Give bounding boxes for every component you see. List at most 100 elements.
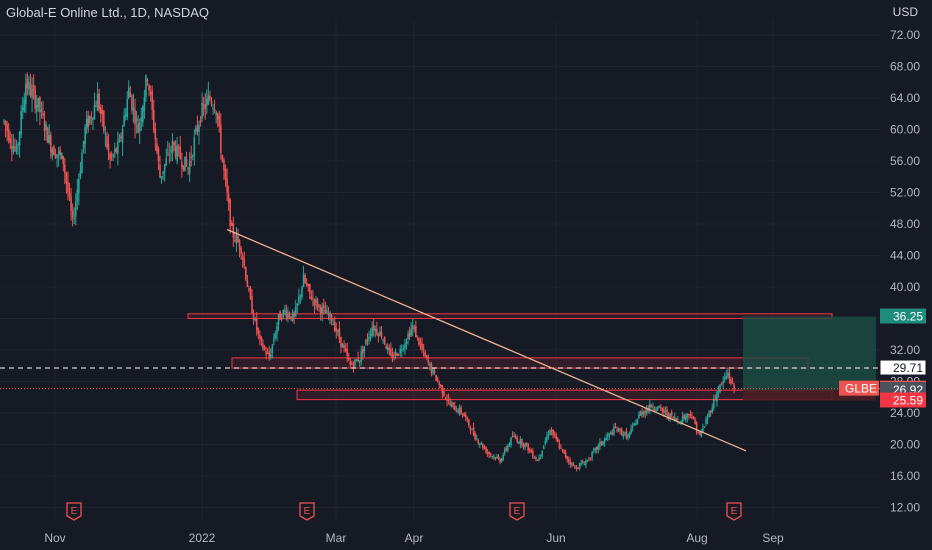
candle-body <box>602 441 604 446</box>
candle-body <box>199 120 202 123</box>
candle-body <box>316 299 319 308</box>
candle-body <box>132 106 135 111</box>
candle-body <box>583 464 586 466</box>
candle-body <box>416 335 419 337</box>
candle-body <box>588 458 590 460</box>
candle-body <box>596 446 598 450</box>
candle-body <box>658 405 660 407</box>
candle-body <box>641 411 643 415</box>
y-tick-label: 20.00 <box>890 438 920 452</box>
candle-body <box>363 346 366 351</box>
candle-body <box>611 432 614 435</box>
candle-body <box>546 436 548 441</box>
candle-body <box>149 92 152 95</box>
candle-body <box>79 170 82 178</box>
candle-body <box>723 377 726 380</box>
candle-body <box>519 439 522 444</box>
candle-body <box>508 443 511 446</box>
candle-body <box>51 149 54 157</box>
candle-body <box>145 75 147 97</box>
candle-body <box>87 115 90 128</box>
candle-body <box>408 332 411 337</box>
x-tick-label: 2022 <box>189 531 216 545</box>
price-label-line: 29.71 <box>879 359 927 376</box>
candle-body <box>557 438 559 443</box>
candle-body <box>368 336 370 340</box>
candle-body <box>276 325 278 335</box>
candle-body <box>333 321 336 331</box>
candle-body <box>207 95 210 104</box>
candle-body <box>40 109 43 113</box>
price-axis: 72.00 68.00 64.00 60.00 56.00 52.00 48.00 44.00… <box>890 28 920 515</box>
candle-body <box>397 354 400 356</box>
candle-body <box>549 430 551 436</box>
candle-body <box>713 398 715 409</box>
price-label-bg <box>880 308 926 324</box>
candle-body <box>438 382 441 386</box>
earnings-marker: E <box>726 502 742 521</box>
candle-body <box>709 410 712 413</box>
candle-body <box>327 313 330 316</box>
candle-body <box>666 409 668 416</box>
candle-body <box>555 435 558 440</box>
candle-body <box>310 296 313 300</box>
candle-body <box>469 427 472 431</box>
candle-body <box>466 418 469 420</box>
price-label-target: 36.25 <box>880 308 926 324</box>
candle-body <box>447 398 450 401</box>
currency-label: USD <box>892 5 918 19</box>
candle-body <box>134 110 136 125</box>
candle-body <box>485 447 487 453</box>
candle-body <box>661 408 664 411</box>
position-tool <box>743 316 876 401</box>
candle-body <box>507 445 509 451</box>
candle-body <box>444 397 447 399</box>
candle-body <box>229 199 231 227</box>
candle-body <box>92 117 94 120</box>
candle-body <box>341 343 344 348</box>
candle-body <box>112 154 114 157</box>
earnings-letter: E <box>71 506 78 517</box>
candle-body <box>494 457 497 460</box>
candle-body <box>20 111 22 135</box>
candle-body <box>216 113 219 120</box>
candle-body <box>399 348 402 354</box>
candle-body <box>578 463 581 469</box>
price-label-text: 36.25 <box>893 310 923 324</box>
candle-body <box>329 312 331 317</box>
candle-body <box>185 159 188 166</box>
candle-body <box>64 164 66 174</box>
candle-body <box>273 339 275 343</box>
candle-body <box>76 189 79 202</box>
candle-body <box>528 449 531 451</box>
ticker-tag-bg <box>839 380 879 396</box>
candle-body <box>553 433 556 436</box>
candle-body <box>716 392 718 402</box>
candle-body <box>71 210 74 218</box>
candle-body <box>617 428 620 432</box>
middle-zone <box>231 357 809 369</box>
candle-body <box>319 306 322 314</box>
candle-body <box>566 456 568 460</box>
candle-body <box>78 178 80 194</box>
candle-body <box>396 353 398 357</box>
candle-body <box>497 455 500 459</box>
candle-body <box>218 116 221 126</box>
candle-body <box>440 384 442 387</box>
candle-body <box>558 443 561 449</box>
candle-body <box>262 343 264 349</box>
candle-body <box>54 153 57 158</box>
candle-body <box>143 97 146 112</box>
candle-body <box>391 354 394 359</box>
candle-body <box>128 87 130 98</box>
candle-body <box>706 417 709 420</box>
candle-body <box>532 451 534 457</box>
candle-body <box>74 201 77 217</box>
candle-body <box>352 365 355 368</box>
price-label-bg <box>879 359 927 376</box>
candle-body <box>402 348 405 350</box>
candle-body <box>474 433 476 440</box>
candle-body <box>635 423 637 426</box>
